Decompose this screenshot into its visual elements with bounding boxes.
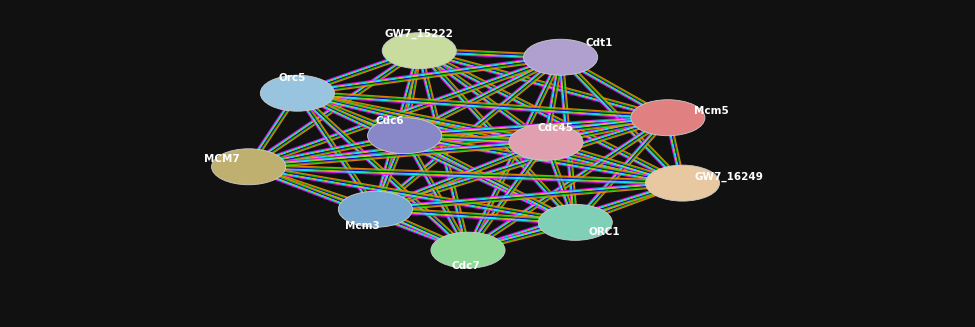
Text: Mcm5: Mcm5 bbox=[694, 106, 729, 116]
Text: Mcm3: Mcm3 bbox=[345, 221, 380, 231]
Text: ORC1: ORC1 bbox=[589, 227, 620, 237]
Ellipse shape bbox=[368, 118, 442, 154]
Text: Orc5: Orc5 bbox=[279, 74, 306, 83]
Ellipse shape bbox=[212, 149, 286, 185]
Text: GW7_15222: GW7_15222 bbox=[385, 29, 453, 40]
Text: MCM7: MCM7 bbox=[205, 154, 240, 164]
Ellipse shape bbox=[260, 75, 334, 111]
Ellipse shape bbox=[631, 100, 705, 136]
Text: GW7_16249: GW7_16249 bbox=[695, 172, 763, 182]
Text: Cdc6: Cdc6 bbox=[375, 116, 405, 126]
Ellipse shape bbox=[431, 232, 505, 268]
Text: Cdc7: Cdc7 bbox=[451, 261, 481, 270]
Ellipse shape bbox=[538, 204, 612, 240]
Ellipse shape bbox=[509, 124, 583, 160]
Ellipse shape bbox=[382, 33, 456, 69]
Text: Cdt1: Cdt1 bbox=[586, 38, 613, 47]
Ellipse shape bbox=[645, 165, 720, 201]
Ellipse shape bbox=[338, 191, 412, 227]
Ellipse shape bbox=[524, 39, 598, 75]
Text: Cdc45: Cdc45 bbox=[538, 123, 573, 133]
